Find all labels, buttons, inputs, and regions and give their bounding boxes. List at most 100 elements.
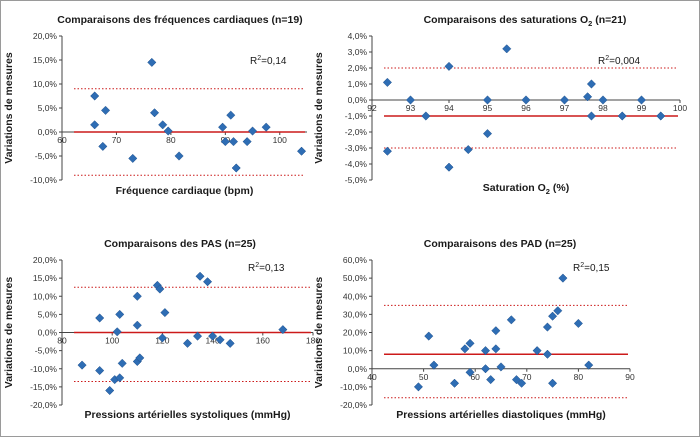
r-squared-label: R2=0,14 bbox=[250, 55, 287, 67]
data-point bbox=[382, 146, 392, 156]
y-tick-label: -15,0% bbox=[30, 382, 57, 392]
data-point bbox=[450, 378, 460, 388]
r-squared-label: R2=0,15 bbox=[573, 262, 610, 274]
y-tick-label: 40,0% bbox=[343, 291, 368, 301]
x-tick-label: 80 bbox=[57, 336, 67, 346]
data-point bbox=[297, 146, 307, 156]
y-tick-label: 60,0% bbox=[343, 255, 368, 265]
y-tick-label: -5,0% bbox=[345, 175, 368, 185]
data-point bbox=[182, 338, 193, 348]
data-point bbox=[480, 364, 491, 374]
data-point bbox=[242, 137, 252, 147]
y-tick-label: -4,0% bbox=[345, 159, 368, 169]
data-point bbox=[115, 373, 125, 383]
x-tick-label: 70 bbox=[522, 372, 532, 382]
y-tick-label: 20,0% bbox=[33, 31, 58, 41]
data-point bbox=[261, 122, 271, 132]
y-tick-label: -20,0% bbox=[340, 400, 367, 410]
y-tick-label: 20,0% bbox=[33, 255, 58, 265]
data-point bbox=[548, 378, 558, 388]
data-point bbox=[586, 79, 597, 89]
data-point bbox=[542, 349, 552, 359]
y-tick-label: 0,0% bbox=[348, 364, 368, 374]
data-point bbox=[278, 325, 288, 335]
y-tick-label: -5,0% bbox=[35, 346, 58, 356]
x-tick-label: 92 bbox=[367, 103, 377, 113]
x-tick-label: 40 bbox=[367, 372, 377, 382]
y-tick-label: -20,0% bbox=[30, 400, 57, 410]
y-tick-label: 2,0% bbox=[348, 63, 368, 73]
y-tick-label: 10,0% bbox=[33, 79, 58, 89]
data-point bbox=[559, 95, 570, 105]
y-axis-label: Variations de mesures bbox=[3, 277, 15, 389]
data-point bbox=[115, 309, 125, 319]
data-point bbox=[482, 129, 493, 139]
data-point bbox=[135, 353, 145, 363]
x-tick-label: 80 bbox=[166, 135, 176, 145]
x-tick-label: 98 bbox=[598, 103, 608, 113]
r-squared-label: R2=0,13 bbox=[248, 262, 285, 274]
data-point bbox=[491, 344, 501, 354]
data-point bbox=[413, 382, 423, 392]
data-point bbox=[112, 327, 122, 337]
x-tick-label: 97 bbox=[560, 103, 570, 113]
data-point bbox=[98, 141, 108, 151]
data-point bbox=[225, 338, 235, 348]
y-tick-label: 15,0% bbox=[33, 273, 58, 283]
chart-panel-1: Comparaisons des fréquences cardiaques (… bbox=[3, 14, 307, 197]
data-point bbox=[496, 362, 506, 372]
x-tick-label: 100 bbox=[673, 103, 687, 113]
data-point bbox=[226, 110, 236, 120]
x-tick-label: 50 bbox=[419, 372, 429, 382]
x-tick-label: 90 bbox=[625, 372, 635, 382]
data-point bbox=[150, 108, 160, 118]
data-point bbox=[248, 126, 258, 136]
data-point bbox=[517, 378, 527, 388]
data-point bbox=[157, 333, 167, 343]
data-point bbox=[382, 77, 392, 87]
chart-title: Comparaisons des saturations O2 (n=21) bbox=[424, 14, 627, 28]
data-point bbox=[208, 331, 218, 341]
y-tick-label: -10,0% bbox=[30, 364, 57, 374]
data-point bbox=[584, 360, 594, 370]
x-tick-label: 160 bbox=[256, 336, 270, 346]
data-point bbox=[598, 95, 608, 105]
y-axis-label: Variations de mesures bbox=[3, 52, 15, 164]
data-point bbox=[460, 344, 470, 354]
x-tick-label: 60 bbox=[57, 135, 67, 145]
data-point bbox=[203, 277, 213, 287]
data-point bbox=[586, 111, 597, 121]
y-tick-label: 10,0% bbox=[33, 291, 58, 301]
y-tick-label: 15,0% bbox=[33, 55, 58, 65]
data-point bbox=[617, 111, 627, 121]
y-tick-label: -3,0% bbox=[345, 143, 368, 153]
y-tick-label: 0,0% bbox=[38, 328, 58, 338]
y-tick-label: 5,0% bbox=[38, 103, 58, 113]
data-point bbox=[163, 126, 173, 136]
data-point bbox=[424, 331, 434, 341]
data-point bbox=[220, 137, 230, 147]
data-point bbox=[583, 92, 593, 102]
data-point bbox=[405, 95, 416, 105]
data-point bbox=[215, 335, 225, 345]
x-tick-label: 70 bbox=[112, 135, 122, 145]
data-point bbox=[195, 271, 205, 281]
chart-title: Comparaisons des fréquences cardiaques (… bbox=[57, 14, 302, 26]
x-axis-label: Fréquence cardiaque (bpm) bbox=[116, 185, 254, 197]
data-point bbox=[155, 284, 165, 294]
chart-title: Comparaisons des PAD (n=25) bbox=[424, 238, 576, 250]
y-tick-label: 3,0% bbox=[348, 47, 368, 57]
data-point bbox=[90, 120, 100, 130]
x-axis-label: Pressions artérielles systoliques (mmHg) bbox=[85, 409, 291, 421]
data-point bbox=[231, 163, 241, 173]
y-tick-label: -1,0% bbox=[345, 111, 368, 121]
data-point bbox=[95, 366, 105, 376]
y-tick-label: 5,0% bbox=[38, 309, 58, 319]
data-point bbox=[174, 151, 184, 161]
data-point bbox=[480, 346, 491, 356]
data-point bbox=[636, 95, 647, 105]
y-tick-label: 1,0% bbox=[348, 79, 368, 89]
data-point bbox=[101, 105, 111, 115]
data-point bbox=[132, 320, 142, 330]
y-tick-label: -10,0% bbox=[340, 382, 367, 392]
